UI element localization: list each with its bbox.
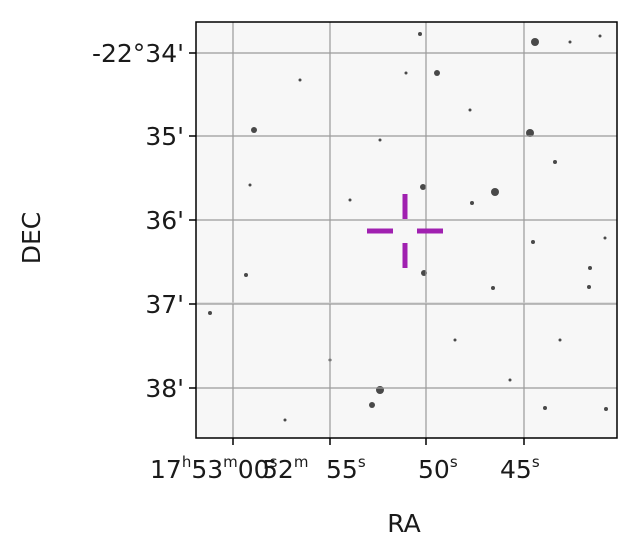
star-33 bbox=[378, 138, 382, 142]
star-14 bbox=[587, 285, 591, 289]
star-21 bbox=[244, 273, 248, 277]
grid-lines bbox=[196, 22, 617, 438]
star-1 bbox=[526, 129, 534, 137]
star-31 bbox=[603, 236, 607, 240]
y-tick-label-1: 35' bbox=[145, 122, 184, 151]
star-24 bbox=[298, 78, 302, 82]
star-11 bbox=[553, 160, 557, 164]
star-25 bbox=[468, 108, 472, 112]
star-6 bbox=[418, 32, 422, 36]
x-tick-label-4: 45s bbox=[500, 453, 540, 484]
star-23 bbox=[348, 198, 352, 202]
star-16 bbox=[491, 286, 495, 290]
star-19 bbox=[568, 40, 572, 44]
star-15 bbox=[531, 240, 535, 244]
star-28 bbox=[248, 183, 252, 187]
y-tick-label-3: 37' bbox=[145, 290, 184, 319]
star-9 bbox=[251, 127, 257, 133]
star-4 bbox=[369, 402, 375, 408]
star-29 bbox=[453, 338, 457, 342]
star-13 bbox=[588, 266, 592, 270]
star-5 bbox=[434, 70, 440, 76]
y-axis-label: DEC bbox=[17, 212, 46, 265]
y-tick-labels: -22°34' 35' 36' 37' 38' bbox=[92, 39, 184, 403]
y-tick-label-4: 38' bbox=[145, 374, 184, 403]
target-crosshair bbox=[367, 194, 443, 268]
x-tick-label-0: 17h53m00s bbox=[150, 453, 278, 484]
star-12 bbox=[543, 406, 547, 410]
star-field bbox=[208, 32, 608, 422]
star-3 bbox=[376, 386, 384, 394]
star-7 bbox=[420, 184, 426, 190]
axis-ticks bbox=[189, 52, 525, 445]
star-32 bbox=[283, 418, 287, 422]
x-axis-label: RA bbox=[387, 509, 420, 535]
star-0 bbox=[531, 38, 539, 46]
star-20 bbox=[598, 34, 602, 38]
star-17 bbox=[470, 201, 474, 205]
star-26 bbox=[558, 338, 562, 342]
star-2 bbox=[491, 188, 499, 196]
x-tick-label-3: 50s bbox=[418, 453, 458, 484]
x-tick-label-1: 52m bbox=[262, 453, 308, 484]
plot-area bbox=[196, 22, 617, 438]
star-30 bbox=[508, 378, 512, 382]
star-18 bbox=[604, 407, 608, 411]
y-tick-label-2: 36' bbox=[145, 206, 184, 235]
y-tick-label-0: -22°34' bbox=[92, 39, 184, 68]
plot-frame bbox=[195, 21, 618, 439]
star-10 bbox=[208, 311, 212, 315]
x-tick-label-2: 55s bbox=[326, 453, 366, 484]
star-22 bbox=[404, 71, 408, 75]
